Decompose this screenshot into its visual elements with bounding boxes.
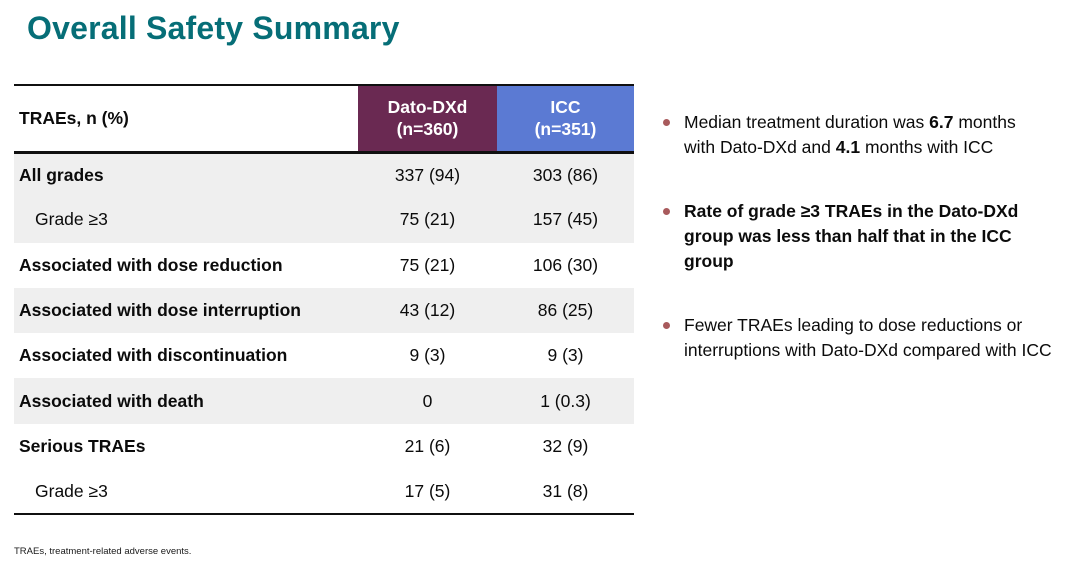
dato-dxd-value: 75 (21) — [399, 254, 456, 275]
icc-value: 31 (8) — [542, 480, 589, 501]
row-label: Associated with dose reduction — [19, 254, 283, 275]
table-row: All grades 337 (94) 303 (86) — [14, 152, 634, 198]
dato-dxd-value: 337 (94) — [394, 164, 461, 185]
bullet-item: Fewer TRAEs leading to dose reductions o… — [660, 313, 1080, 363]
table-header-row: TRAEs, n (%) Dato-DXd (n=360) ICC (n=351… — [14, 85, 634, 154]
row-label: Associated with dose interruption — [19, 300, 301, 321]
row-label: Grade ≥3 — [35, 480, 108, 501]
table-row: Serious TRAEs 21 (6) 32 (9) — [14, 424, 634, 469]
bullet-text: Fewer TRAEs leading to dose reductions o… — [684, 315, 1052, 360]
icc-value: 9 (3) — [547, 345, 584, 366]
bullet-item: Rate of grade ≥3 TRAEs in the Dato-DXd g… — [660, 199, 1080, 274]
bullet-item: Median treatment duration was 6.7 months… — [660, 110, 1080, 160]
dato-dxd-value: 75 (21) — [399, 209, 456, 230]
table-row: Associated with discontinuation 9 (3) 9 (3… — [14, 333, 634, 378]
icc-value: 303 (86) — [532, 164, 599, 185]
column-header-dato-dxd: Dato-DXd (n=360) — [358, 85, 497, 154]
safety-summary-table: TRAEs, n (%) Dato-DXd (n=360) ICC (n=351… — [14, 84, 634, 516]
table-row: Associated with dose reduction 75 (21) 106… — [14, 243, 634, 288]
dato-dxd-value: 43 (12) — [399, 300, 456, 321]
table-row: Associated with dose interruption 43 (12)… — [14, 287, 634, 334]
icc-value: 106 (30) — [532, 254, 599, 275]
row-label: Serious TRAEs — [19, 435, 146, 456]
table-row: Associated with death 0 1 (0.3) — [14, 378, 634, 424]
icc-value: 32 (9) — [542, 435, 589, 456]
icc-value: 1 (0.3) — [540, 390, 591, 411]
row-label: Associated with death — [19, 390, 204, 411]
dato-dxd-value: 9 (3) — [409, 345, 446, 366]
bullet-text: Rate of grade ≥3 TRAEs in the Dato-DXd g… — [684, 201, 1019, 271]
column-header-icc: ICC (n=351) — [497, 85, 634, 154]
bullet-dot-icon — [663, 322, 670, 329]
row-label: Grade ≥3 — [35, 209, 108, 230]
icc-value: 86 (25) — [537, 300, 594, 321]
dato-dxd-value: 0 — [422, 390, 433, 411]
table-row: Grade ≥3 75 (21) 157 (45) — [14, 197, 634, 243]
icc-value: 157 (45) — [532, 209, 599, 230]
footnote: TRAEs, treatment-related adverse events. — [14, 546, 192, 557]
table-body: All grades 337 (94) 303 (86) Grade ≥3 75 (21… — [14, 152, 634, 514]
dato-dxd-value: 17 (5) — [404, 480, 451, 501]
bullet-text: Median treatment duration was 6.7 months… — [684, 112, 1016, 157]
dato-dxd-value: 21 (6) — [404, 435, 451, 456]
bullet-dot-icon — [663, 119, 670, 126]
bullet-dot-icon — [663, 208, 670, 215]
row-label: All grades — [19, 164, 104, 185]
key-points-list: Median treatment duration was 6.7 months… — [660, 110, 1080, 402]
page-title: Overall Safety Summary — [27, 10, 400, 46]
row-label: Associated with discontinuation — [19, 345, 288, 366]
column-header-traes: TRAEs, n (%) — [14, 85, 358, 154]
table-row: Grade ≥3 17 (5) 31 (8) — [14, 469, 634, 514]
